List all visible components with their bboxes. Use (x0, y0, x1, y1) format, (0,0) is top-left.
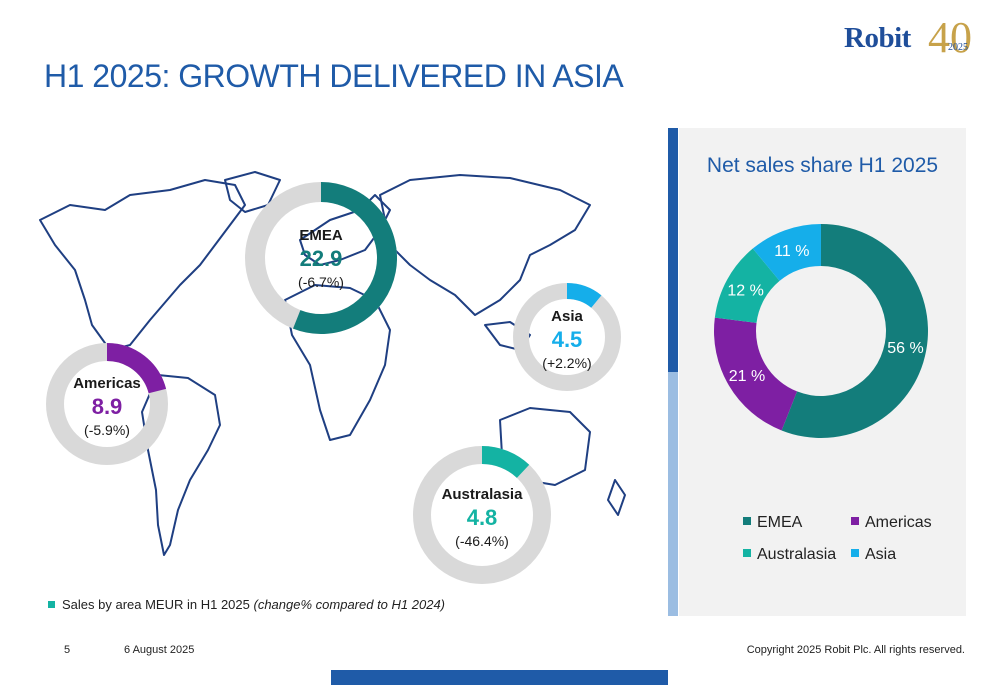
logo-anniversary-number: 40 (928, 13, 972, 62)
page-number: 5 (64, 644, 71, 656)
region-ring-americas: Americas 8.9 (-5.9%) (45, 327, 169, 482)
asia-outline (379, 174, 591, 316)
panel-accent-bottom (668, 372, 678, 616)
panel-accent-top (668, 128, 678, 372)
region-change-australasia: (-46.4%) (455, 533, 509, 549)
legend-label-asia: Asia (865, 546, 897, 563)
legend-label-emea: EMEA (757, 514, 803, 531)
emea-ring-arc (293, 182, 397, 334)
north-america-outline (39, 179, 246, 351)
donut-slice-australasia (714, 248, 780, 323)
chart-title: Net sales share H1 2025 (706, 154, 939, 177)
region-change-americas: (-5.9%) (84, 422, 130, 438)
legend-swatch-australasia (743, 548, 751, 557)
legend-swatch-asia (851, 548, 859, 557)
australasia-ring-arc (481, 446, 530, 479)
world-map-outline (39, 171, 626, 556)
donut-label-asia: 11 % (774, 243, 809, 260)
region-name-australasia: Australasia (441, 486, 523, 503)
region-ring-australasia: Australasia 4.8 (-46.4%) (412, 430, 552, 600)
australasia-donut (413, 446, 551, 584)
region-name-americas: Americas (73, 375, 141, 392)
asia-donut (513, 283, 621, 391)
legend-swatch-emea (743, 516, 751, 525)
region-value-australasia: 4.8 (466, 505, 498, 530)
legend-item-australasia: Australasia (743, 546, 836, 564)
donut-label-australasia: 12 % (727, 283, 763, 300)
footnote-bullet (48, 601, 55, 609)
americas-ring-arc (106, 343, 167, 394)
footer-date: 6 August 2025 (124, 644, 195, 656)
net-sales-donut-chart: 56 % 21 % 12 % 11 % (714, 224, 928, 438)
legend-item-asia: Asia (851, 546, 896, 564)
robit-logo: Robit 40 2025 (840, 13, 972, 64)
africa-outline (284, 284, 391, 441)
footnote: Sales by area MEUR in H1 2025 (change% c… (48, 597, 445, 612)
net-sales-share-panel: Net sales share H1 2025 56 % 21 % 12 % 11 %… (679, 128, 966, 616)
legend-swatch-americas (851, 516, 859, 525)
legend-item-americas: Americas (851, 514, 932, 532)
logo-year: 2025 (948, 42, 968, 53)
page-title: H1 2025: GROWTH DELIVERED IN ASIA (44, 58, 624, 94)
region-change-asia: (+2.2%) (542, 355, 592, 371)
bottom-accent-bar (331, 670, 668, 685)
donut-slice-asia (752, 224, 821, 281)
region-name-emea: EMEA (299, 227, 343, 244)
emea-donut (245, 182, 397, 334)
region-name-asia: Asia (551, 308, 583, 325)
legend-item-emea: EMEA (743, 514, 802, 532)
footnote-text: Sales by area MEUR in H1 2025 (62, 597, 250, 612)
legend-label-australasia: Australasia (757, 546, 837, 563)
new-zealand-outline (607, 479, 626, 516)
region-value-americas: 8.9 (91, 394, 123, 419)
logo-word: Robit (844, 22, 911, 54)
region-ring-emea: EMEA 22.9 (-6.7%) (245, 163, 397, 353)
donut-slice-emea (781, 224, 928, 438)
legend-label-americas: Americas (865, 514, 932, 531)
region-ring-asia: Asia 4.5 (+2.2%) (512, 270, 622, 405)
donut-label-emea: 56 % (887, 340, 923, 357)
donut-label-americas: 21 % (729, 368, 765, 385)
region-change-emea: (-6.7%) (298, 274, 344, 290)
asia-ring-arc (566, 283, 602, 308)
donut-slice-americas (714, 317, 798, 431)
footnote-italic: (change% compared to H1 2024) (253, 597, 446, 612)
region-value-asia: 4.5 (551, 327, 583, 352)
americas-donut (46, 343, 168, 465)
south-america-outline (141, 374, 221, 556)
footer-copyright: Copyright 2025 Robit Plc. All rights res… (746, 644, 965, 656)
region-value-emea: 22.9 (299, 246, 343, 271)
